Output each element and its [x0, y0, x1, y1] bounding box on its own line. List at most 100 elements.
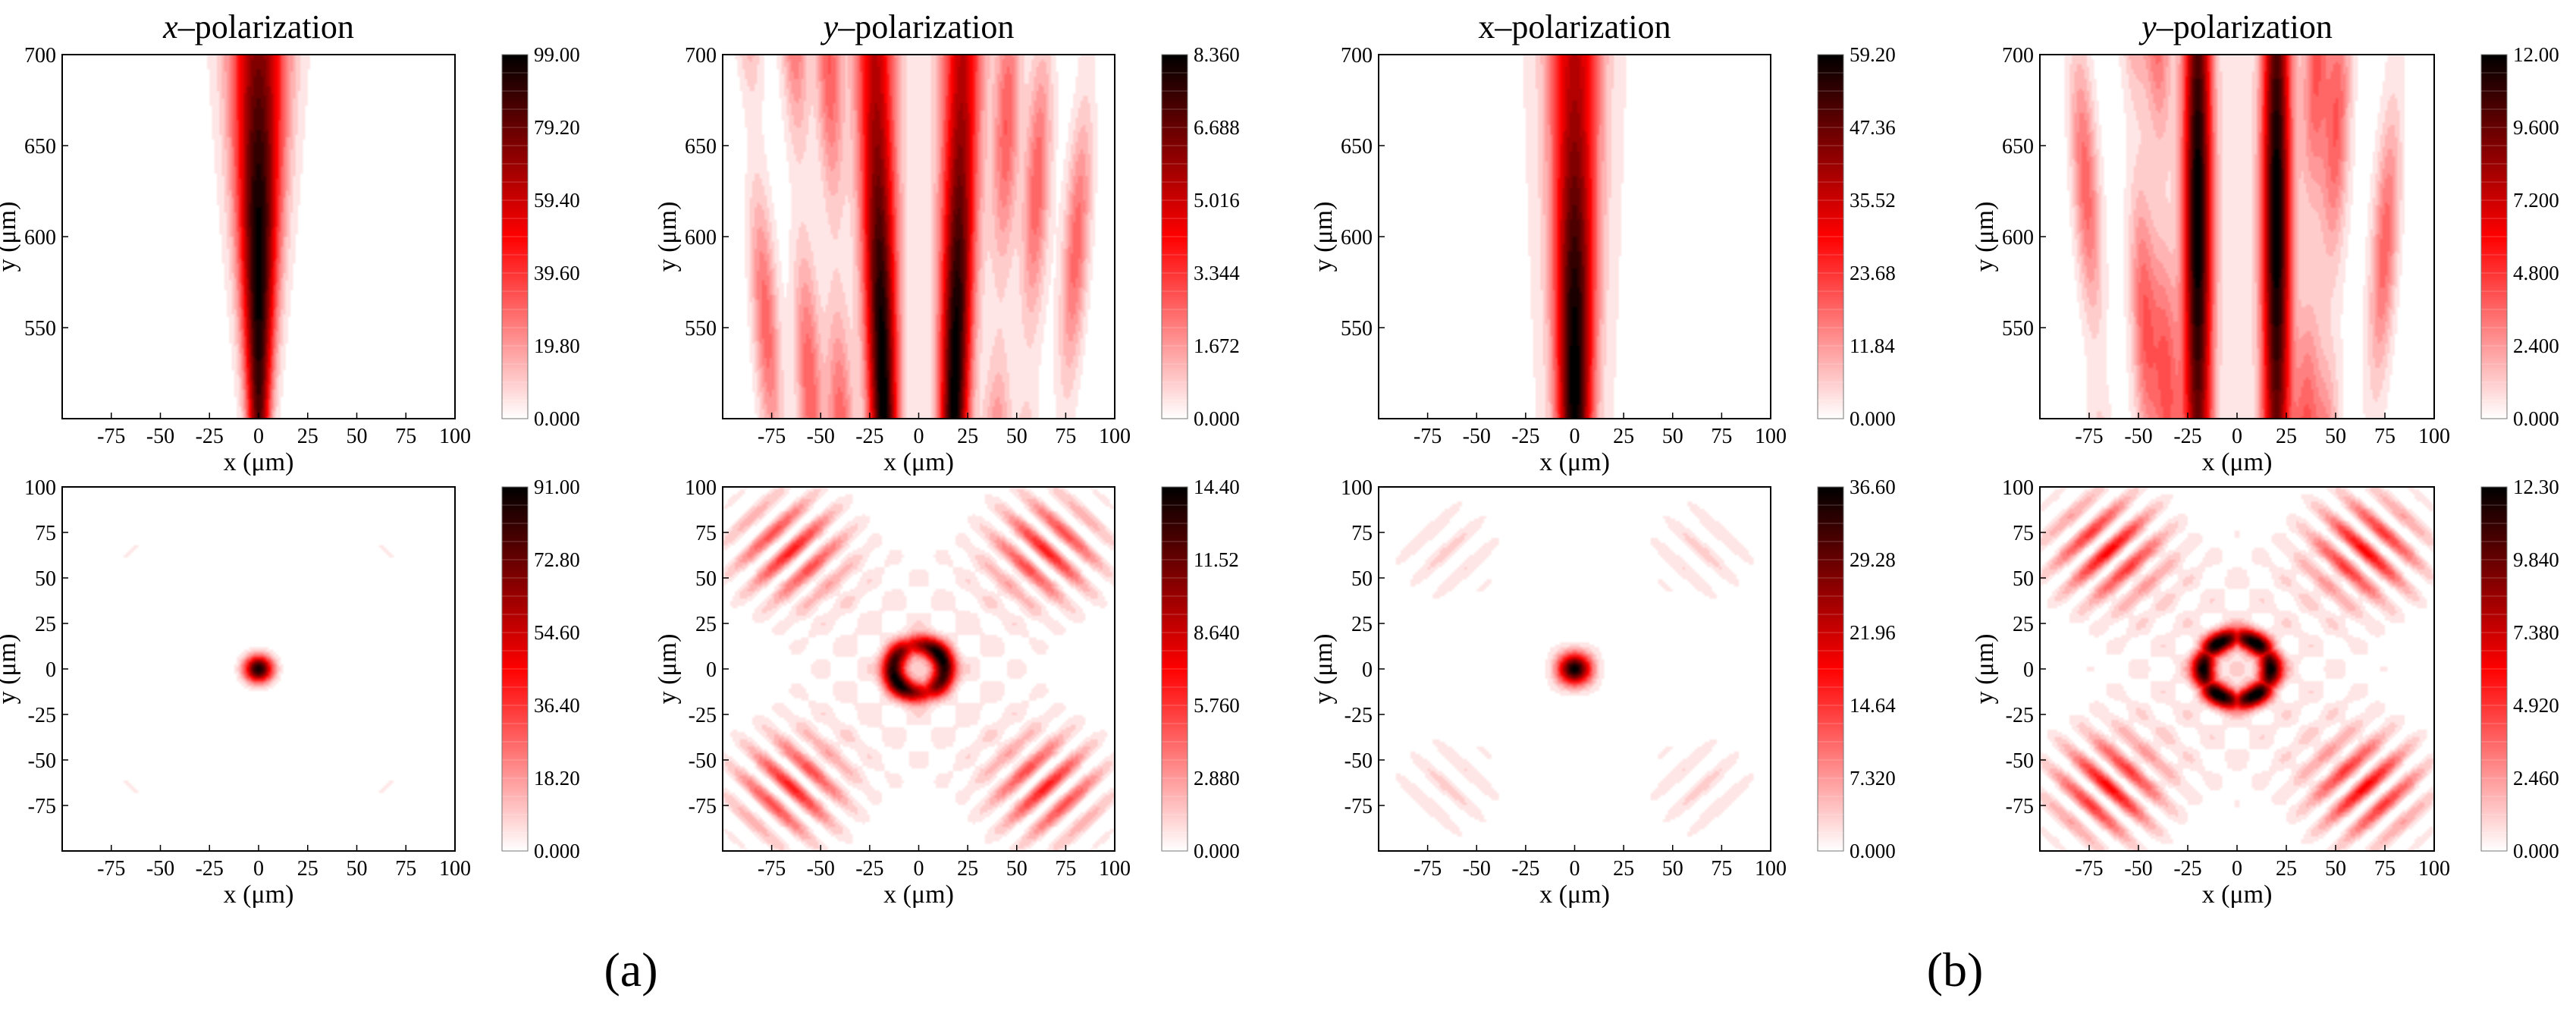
- colorbar-tick-label: 7.320: [1850, 767, 1896, 790]
- x-tick-label: 0: [2232, 425, 2242, 448]
- y-tick-label: 100: [24, 476, 56, 500]
- colorbar-tick-label: 2.400: [2513, 334, 2559, 357]
- x-tick-label: 100: [1099, 425, 1131, 448]
- heatmap-image: [1379, 487, 1771, 851]
- x-tick-label: -75: [97, 857, 125, 881]
- y-tick-label: -75: [689, 795, 717, 818]
- y-tick-label: 25: [35, 613, 56, 636]
- x-tick-label: 50: [2325, 425, 2346, 448]
- colorbar-tick-label: 21.96: [1850, 621, 1896, 644]
- x-axis-label: x (μm): [883, 448, 954, 476]
- y-tick-label: 600: [24, 226, 56, 250]
- y-tick-label: 650: [1341, 135, 1373, 159]
- title-rest: –polarization: [837, 8, 1014, 46]
- colorbar: [1161, 486, 1188, 852]
- x-tick-label: -50: [1463, 425, 1491, 448]
- colorbar-tick-label: 7.380: [2513, 621, 2559, 644]
- y-tick-label: -75: [1344, 795, 1373, 818]
- x-tick-label: 0: [914, 425, 924, 448]
- colorbar-tick-label: 0.000: [1194, 407, 1240, 430]
- panel-title: y–polarization: [2138, 8, 2333, 46]
- title-rest: –polarization: [177, 8, 354, 46]
- x-tick-label: 0: [253, 425, 264, 448]
- panel-title: x–polarization: [1478, 8, 1671, 46]
- colorbar-tick-label: 47.36: [1850, 116, 1896, 139]
- heatmap-image: [1379, 55, 1771, 419]
- x-tick-label: -25: [855, 857, 883, 881]
- x-tick-label: -50: [146, 425, 174, 448]
- x-tick-label: -50: [2124, 857, 2152, 881]
- x-tick-label: 0: [253, 857, 264, 881]
- colorbar: [2480, 54, 2508, 419]
- x-tick-label: 50: [1006, 425, 1028, 448]
- plot-panels: x–polarization -75 -50 -25 0 25 50 75 100 550 600 6…: [0, 8, 2559, 909]
- x-axis-label: x (μm): [1539, 881, 1610, 909]
- x-tick-label: 75: [1055, 425, 1076, 448]
- colorbar-tick-label: 2.460: [2513, 767, 2559, 790]
- x-tick-label: 0: [2232, 857, 2242, 881]
- x-tick-label: 25: [2276, 425, 2297, 448]
- x-tick-label: -25: [1511, 857, 1539, 881]
- x-tick-label: -50: [146, 857, 174, 881]
- x-tick-label: 25: [1613, 425, 1634, 448]
- y-tick-label: 25: [695, 613, 717, 636]
- y-tick-label: -50: [1344, 749, 1373, 773]
- y-tick-label: -75: [2006, 795, 2034, 818]
- heatmap-image: [2040, 55, 2434, 419]
- colorbar-tick-label: 9.600: [2513, 116, 2559, 139]
- x-tick-label: 100: [2418, 425, 2450, 448]
- heatmap-panel-b-bot-x: -75 -50 -25 0 25 50 75 100 -75 -50 -25 0 25 50 75 100 x …: [1310, 476, 1896, 909]
- y-axis-label: y (μm): [654, 634, 682, 705]
- heatmap-panel-b-bot-y: -75 -50 -25 0 25 50 75 100 -75 -50 -25 0 25 50 75 100 x …: [1971, 476, 2559, 909]
- colorbar: [501, 486, 529, 852]
- x-tick-label: -50: [807, 857, 835, 881]
- x-tick-label: 75: [395, 857, 416, 881]
- y-tick-label: 100: [2002, 476, 2034, 500]
- x-tick-label: -75: [97, 425, 125, 448]
- x-tick-label: 50: [347, 857, 368, 881]
- x-tick-label: 25: [2276, 857, 2297, 881]
- x-axis-label: x (μm): [224, 881, 294, 909]
- x-tick-label: -75: [1414, 425, 1442, 448]
- x-tick-label: -75: [758, 425, 786, 448]
- colorbar-tick-label: 11.84: [1850, 334, 1895, 357]
- x-tick-label: -75: [2075, 425, 2103, 448]
- colorbar-tick-label: 14.40: [1194, 476, 1240, 498]
- colorbar-tick-label: 0.000: [2513, 407, 2559, 430]
- y-tick-label: 0: [1362, 658, 1373, 682]
- y-tick-label: -75: [28, 795, 56, 818]
- panel-title: x–polarization: [162, 8, 354, 46]
- x-tick-label: 100: [439, 425, 471, 448]
- heatmap-panel-a-top-y: y–polarization -75 -50 -25 0 25 50 75 100 550 600 6…: [654, 8, 1240, 476]
- colorbar-tick-label: 0.000: [1194, 840, 1240, 862]
- y-tick-label: 75: [2013, 522, 2034, 545]
- colorbar-tick-label: 0.000: [534, 840, 580, 862]
- y-axis-label: y (μm): [0, 634, 21, 705]
- y-tick-label: 700: [685, 44, 717, 68]
- x-tick-label: -50: [807, 425, 835, 448]
- x-tick-label: 25: [957, 425, 978, 448]
- colorbar-tick-label: 54.60: [534, 621, 580, 644]
- heatmap-panel-a-bot-y: -75 -50 -25 0 25 50 75 100 -75 -50 -25 0 25 50 75 100 x …: [654, 476, 1240, 909]
- colorbar-tick-label: 59.20: [1850, 43, 1896, 66]
- y-tick-label: 50: [1351, 567, 1373, 591]
- x-axis-label: x (μm): [224, 448, 294, 476]
- colorbar-tick-label: 18.20: [534, 767, 580, 790]
- y-tick-label: 600: [2002, 226, 2034, 250]
- x-tick-label: 50: [1006, 857, 1028, 881]
- y-tick-label: 550: [685, 317, 717, 341]
- x-tick-label: 25: [957, 857, 978, 881]
- colorbar-tick-label: 79.20: [534, 116, 580, 139]
- y-tick-label: 50: [695, 567, 717, 591]
- heatmap-panel-a-bot-x: -75 -50 -25 0 25 50 75 100 -75 -50 -25 0 25 50 75 100 x …: [0, 476, 580, 909]
- y-tick-label: 100: [1341, 476, 1373, 500]
- colorbar-tick-label: 14.64: [1850, 694, 1896, 717]
- colorbar-tick-label: 7.200: [2513, 189, 2559, 212]
- y-tick-label: 700: [2002, 44, 2034, 68]
- y-tick-label: 0: [706, 658, 717, 682]
- colorbar-tick-label: 4.800: [2513, 262, 2559, 284]
- y-axis-label: y (μm): [1310, 634, 1338, 705]
- x-tick-label: -25: [1511, 425, 1539, 448]
- heatmap-image: [2040, 487, 2434, 851]
